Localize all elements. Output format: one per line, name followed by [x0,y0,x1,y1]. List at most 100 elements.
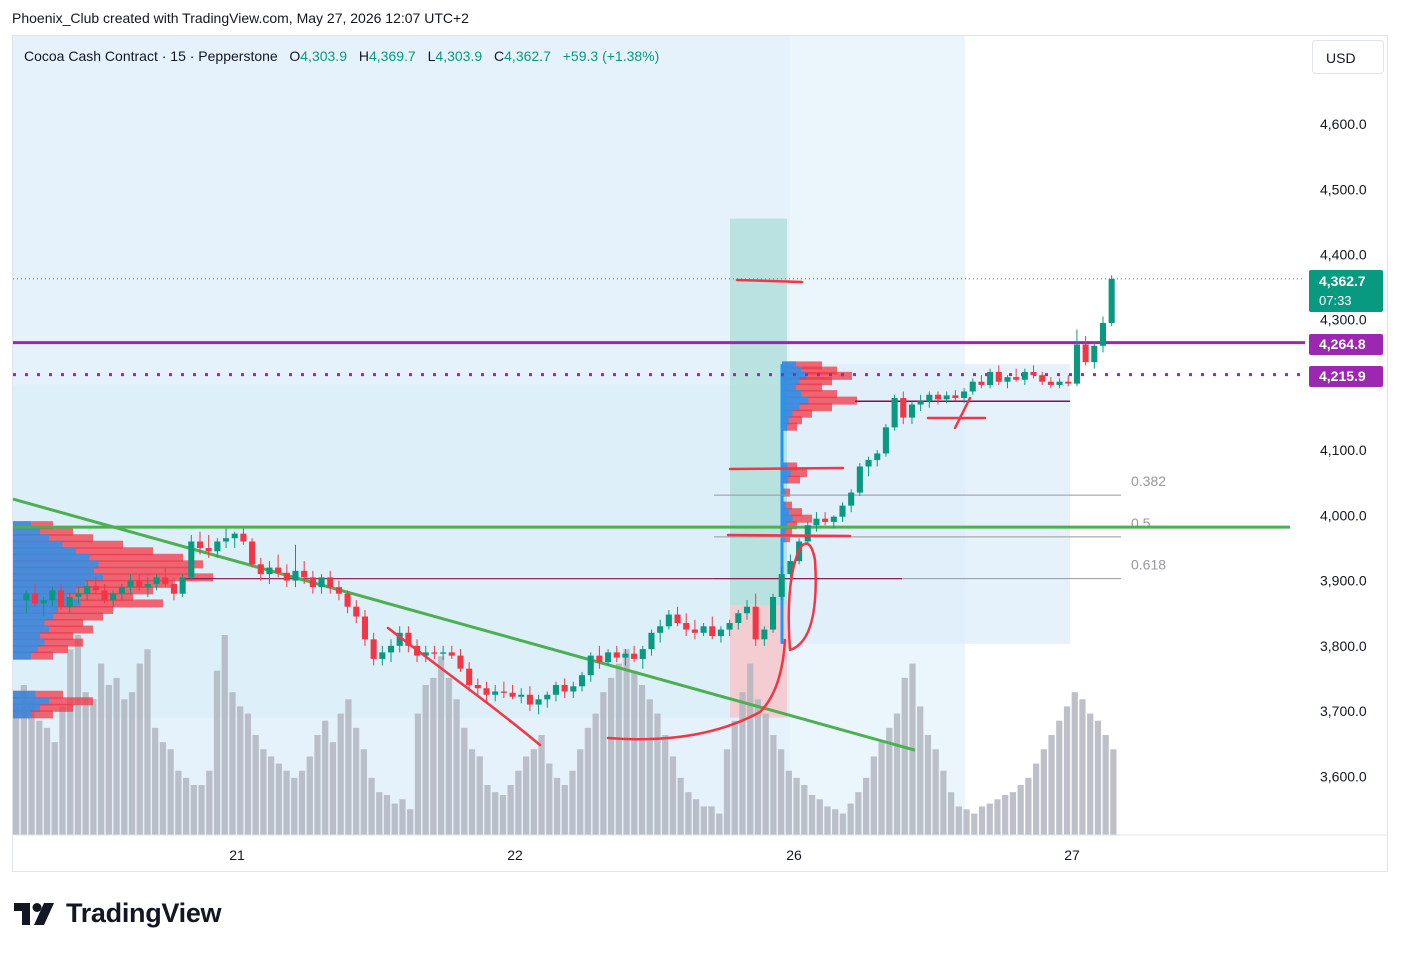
volume-bar [971,813,978,835]
freehand-annotation[interactable] [606,638,787,741]
volume-bar [932,749,939,835]
tradingview-logo[interactable]: TradingView [14,898,222,929]
candle-body [257,564,264,575]
volume-bar [801,785,808,835]
long-position-target [730,218,787,606]
volume-profile-bar [782,475,789,484]
volume-profile-bar [13,612,54,621]
volume-profile-bar [13,625,93,634]
candle-body [275,567,282,573]
volume-profile-bar [782,469,807,478]
volume-bar [600,692,607,835]
volume-bar [74,635,82,835]
volume-profile-bar [782,501,792,510]
candle-body [561,684,568,692]
last-price-tag: 4,362.7 07:33 [1309,270,1383,312]
candle-body [952,395,959,398]
candle-body [891,397,898,428]
chart-frame [12,35,1388,872]
candle-body [292,570,299,581]
candle-body [822,518,829,522]
volume-profile-bar [13,645,68,654]
volume-profile-bar [782,409,793,418]
volume-bar [608,677,615,835]
volume-bar [592,713,599,835]
candle-body [1091,345,1098,363]
volume-bar [268,756,275,835]
volume-profile-bar [782,390,837,399]
freehand-annotation[interactable] [953,396,972,430]
volume-bar [1087,713,1094,835]
candle-body [492,691,499,695]
volume-profile-bar [782,508,802,517]
candle-body [856,466,863,493]
candle-body [240,533,247,542]
candle-body [318,577,325,588]
freehand-annotation[interactable] [728,466,845,471]
candle-body [309,577,316,588]
candle-body [709,626,716,637]
freehand-annotation[interactable] [735,278,804,284]
candle-body [231,533,238,539]
symbol-legend: Cocoa Cash Contract · 15 · Pepperstone O… [24,48,660,64]
candle-body [926,394,933,402]
volume-bar [901,677,908,835]
volume-bar [499,795,507,835]
candle-body [674,614,681,624]
volume-bar [159,742,167,835]
low-value: 4,303.9 [435,48,483,64]
candle-body [84,585,91,594]
volume-bar [631,670,638,835]
freehand-annotation[interactable] [386,626,542,747]
volume-bar [762,713,769,835]
volume-bar [414,713,422,835]
volume-profile-bar [782,361,796,370]
volume-bar [1102,735,1109,835]
volume-bar [685,792,692,835]
volume-profile-bar [782,534,790,543]
volume-bar [839,813,847,835]
candle-body [830,516,837,522]
volume-bar [183,777,190,835]
brand-name: TradingView [66,898,222,928]
candle-body [509,692,516,697]
volume-profile-bar [13,527,73,536]
candle-body [648,632,655,650]
volume-bar [824,806,831,835]
volume-bar [399,799,406,835]
close-value: 4,362.7 [504,48,551,64]
volume-bar [808,795,816,835]
volume-profile-bar [782,462,797,471]
volume-bar [82,692,89,835]
volume-bar [863,777,870,835]
freehand-annotation[interactable] [787,542,817,652]
volume-profile-bar [13,612,103,621]
volume-profile-bar [782,396,857,405]
y-axis-tick-label: 3,900.0 [1320,573,1367,589]
candle-body [483,688,490,695]
volume-profile-bar [13,690,63,699]
volume-profile-bar [13,599,81,608]
volume-bar [530,749,537,835]
volume-profile-bar [13,599,163,608]
volume-bar [51,742,58,835]
volume-bar [391,803,398,835]
symbol-name[interactable]: Cocoa Cash Contract · 15 · Pepperstone [24,48,278,64]
volume-bar [747,663,754,835]
currency-selector[interactable]: USD [1312,40,1384,74]
high-value: 4,369.7 [369,48,416,64]
freehand-annotation[interactable] [726,533,852,538]
volume-bar [152,727,159,835]
volume-bar [793,777,800,835]
y-axis-tick-label: 4,500.0 [1320,181,1367,197]
candle-body [535,699,542,705]
candle-body [622,653,629,658]
candle-body [605,652,612,663]
volume-bar [167,749,174,835]
volume-profile-bar [782,422,797,431]
volume-profile-bar [13,540,123,549]
candle-body [396,632,403,646]
purple-line-tag: 4,264.8 [1309,334,1383,355]
volume-profile-bar [13,527,40,536]
